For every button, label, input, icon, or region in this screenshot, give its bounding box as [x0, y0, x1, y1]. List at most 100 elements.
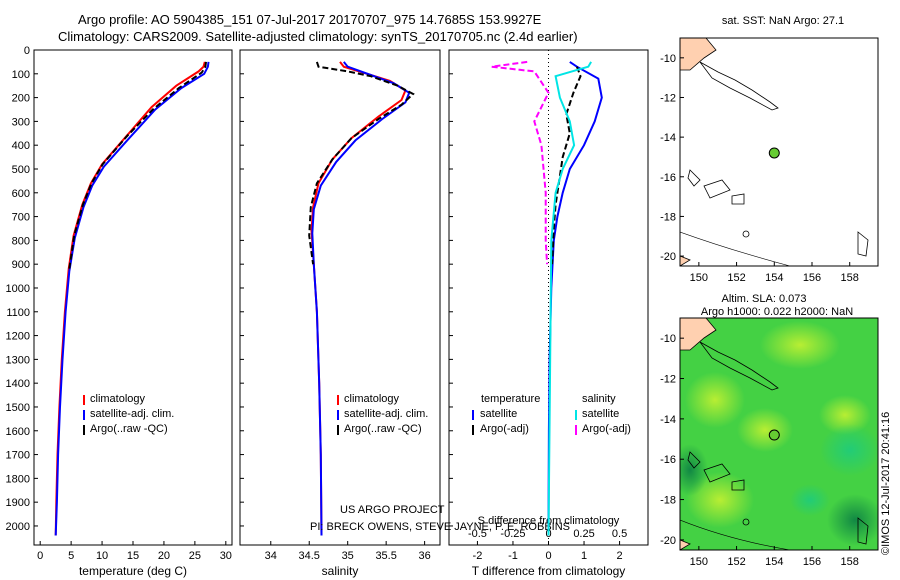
x-tick-label: -1 [508, 550, 518, 562]
y-tick-label: 1900 [6, 497, 30, 509]
x-tick-label: -2 [473, 550, 483, 562]
x-axis-label: salinity [322, 564, 359, 578]
legend-label-climatology: climatology [90, 393, 146, 405]
map-y-tick-label: -10 [660, 53, 676, 65]
islet-shape [742, 518, 750, 526]
series-line-satelliteadjclim [311, 61, 411, 536]
x-tick-label: 1 [581, 550, 587, 562]
reef-shape [703, 463, 731, 483]
map-x-tick-label: 156 [803, 556, 821, 568]
y-tick-label: 1700 [6, 450, 30, 462]
map-y-tick-label: -12 [660, 92, 676, 104]
x-tick-label: 2 [617, 550, 623, 562]
x-tick-label: 34.5 [299, 550, 320, 562]
y-tick-label: 1200 [6, 331, 30, 343]
y-tick-label: 1600 [6, 426, 30, 438]
y-tick-label: 900 [12, 259, 30, 271]
temperature-panel-frame [33, 49, 233, 546]
series-line-satelliteadjclim [54, 61, 210, 536]
x-tick-label: 36 [418, 550, 430, 562]
argo-float-marker [768, 147, 780, 159]
legend-label-t-satellite: satellite [480, 408, 517, 420]
solomon-islands-shape [699, 341, 779, 391]
series-line-satellite [547, 61, 603, 536]
map-x-tick-label: 158 [841, 272, 859, 284]
argo-float-marker [768, 429, 780, 441]
sla-map-title-line2: Argo h1000: 0.022 h2000: NaN [701, 306, 853, 318]
map-x-tick-label: 150 [690, 272, 708, 284]
map-x-tick-label: 154 [765, 272, 783, 284]
legend-label-t-argo: Argo(-adj) [480, 423, 529, 435]
depth-contour [680, 519, 791, 550]
legend-label-satellite: satellite-adj. clim. [344, 408, 428, 420]
map-y-tick-label: -14 [660, 414, 676, 426]
map-y-tick-label: -20 [660, 251, 676, 263]
sla-high-blob [685, 372, 745, 428]
map-y-tick-label: -18 [660, 495, 676, 507]
reef-shape [687, 451, 701, 469]
x-tick-label: 5 [68, 550, 74, 562]
sla-map-field [680, 318, 878, 550]
sla-low-blob [827, 494, 878, 546]
map-x-tick-label: 150 [690, 556, 708, 568]
series-line-climatology [54, 61, 206, 536]
salinity-tick-label: -0.25 [500, 528, 525, 540]
y-tick-label: 0 [24, 45, 30, 57]
series-line-argoadj [491, 60, 550, 265]
islet-shape [742, 230, 750, 238]
y-tick-label: 400 [12, 140, 30, 152]
y-tick-label: 700 [12, 212, 30, 224]
x-tick-label: 30 [220, 550, 232, 562]
map-y-tick-label: -16 [660, 172, 676, 184]
y-tick-label: 800 [12, 235, 30, 247]
australia-land-shape [680, 539, 691, 550]
reef-shape [857, 231, 869, 257]
figure-title-line2: Climatology: CARS2009. Satellite-adjuste… [58, 29, 578, 44]
map-y-tick-label: -12 [660, 374, 676, 386]
sla-high-blob [760, 321, 840, 369]
reef-shape [857, 517, 869, 545]
legend-label-climatology: climatology [344, 393, 400, 405]
reef-shape [731, 193, 745, 205]
figure-title-line1: Argo profile: AO 5904385_151 07-Jul-2017… [78, 12, 542, 27]
map-y-tick-label: -16 [660, 454, 676, 466]
map-y-tick-label: -10 [660, 333, 676, 345]
y-tick-label: 1100 [6, 307, 30, 319]
series-line-argorawqc [308, 61, 415, 265]
legend-title-salinity: salinity [582, 393, 616, 405]
sst-map-title: sat. SST: NaN Argo: 27.1 [722, 15, 844, 27]
map-y-tick-label: -20 [660, 535, 676, 547]
sla-map-title-line1: Altim. SLA: 0.073 [722, 293, 807, 305]
series-line-satellite [547, 61, 592, 536]
map-x-tick-label: 158 [841, 556, 859, 568]
solomon-islands-shape [699, 61, 779, 111]
depth-contour [680, 231, 791, 266]
reef-shape [687, 169, 701, 187]
y-tick-label: 2000 [6, 521, 30, 533]
sla-low-blob [790, 484, 830, 516]
sla-high-blob [737, 408, 793, 452]
pi-annotation: PI: BRECK OWENS, STEVE JAYNE, P. E. ROBB… [310, 521, 570, 533]
legend-label-s-argo: Argo(-adj) [582, 423, 631, 435]
sla-low-blob [820, 424, 878, 476]
y-tick-label: 100 [12, 69, 30, 81]
salinity-tick-label: 0.5 [612, 528, 627, 540]
y-tick-label: 1500 [6, 402, 30, 414]
y-tick-label: 1000 [6, 283, 30, 295]
x-tick-label: 34 [265, 550, 277, 562]
x-axis-label: T difference from climatology [472, 564, 626, 578]
y-tick-label: 500 [12, 164, 30, 176]
legend-label-satellite: satellite-adj. clim. [90, 408, 174, 420]
salinity-tick-label: 0.25 [573, 528, 594, 540]
legend-label-argo: Argo(..raw -QC) [90, 423, 168, 435]
png-land-shape [680, 38, 717, 71]
map-x-tick-label: 152 [727, 556, 745, 568]
map-y-tick-label: -14 [660, 132, 676, 144]
x-axis-label: temperature (deg C) [79, 564, 187, 578]
sla-map-frame [679, 317, 879, 551]
salinity-tick-label: -0.5 [468, 528, 487, 540]
y-tick-label: 1400 [6, 378, 30, 390]
legend-title-temperature: temperature [481, 393, 540, 405]
legend-label-s-satellite: satellite [582, 408, 619, 420]
